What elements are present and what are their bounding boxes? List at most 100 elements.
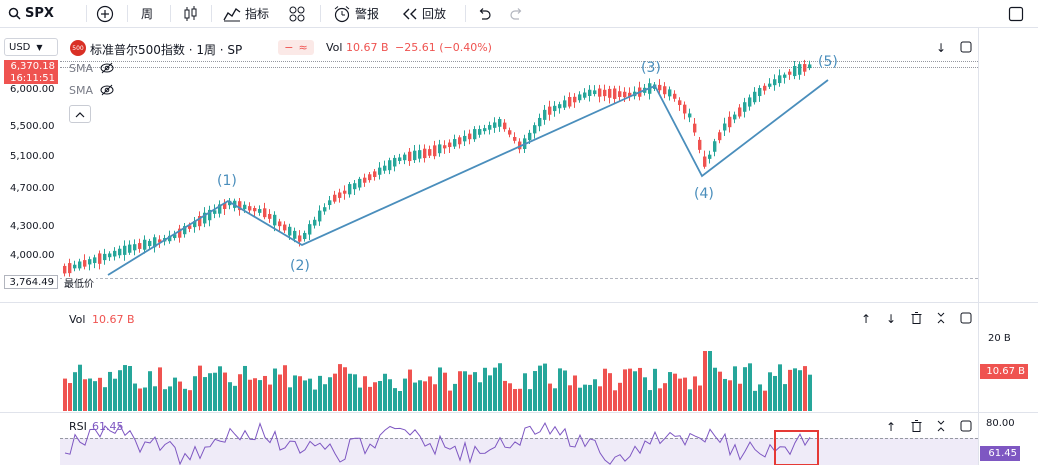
rsi-maximize-button[interactable]: [957, 418, 975, 436]
rsi-upper-line: [60, 438, 978, 439]
volume-bar: [698, 385, 702, 411]
volume-bar: [303, 380, 307, 411]
candle: [108, 253, 112, 258]
candle: [123, 245, 127, 255]
candle: [713, 141, 717, 152]
layouts-button[interactable]: [289, 0, 305, 27]
candle: [403, 154, 407, 161]
candle: [373, 171, 377, 178]
volume-bar: [263, 375, 267, 411]
candle: [328, 200, 332, 206]
price-tick: 4,000.00: [10, 250, 55, 261]
undo-button[interactable]: [477, 0, 491, 27]
volume-bar: [248, 379, 252, 411]
candle: [443, 145, 447, 149]
volume-bar: [783, 384, 787, 411]
replay-label: 回放: [422, 7, 447, 21]
candle: [248, 206, 252, 211]
sma-legend-2[interactable]: SMA: [69, 84, 93, 97]
volume-bar: [693, 376, 697, 411]
candle: [78, 261, 82, 269]
candle: [658, 84, 662, 91]
move-down-button[interactable]: ↓: [932, 39, 950, 57]
eye-off-icon[interactable]: [100, 84, 114, 99]
volume-delete-button[interactable]: [907, 310, 925, 328]
sma-legend-1[interactable]: SMA: [69, 62, 93, 75]
volume-bar: [758, 384, 762, 411]
chart-type-button[interactable]: [183, 0, 199, 27]
volume-bar: [798, 370, 802, 411]
volume-bar: [628, 368, 632, 411]
candle: [198, 216, 202, 227]
candle: [73, 264, 77, 269]
volume-bar: [738, 383, 742, 411]
volume-bar: [308, 378, 312, 411]
candle: [548, 106, 552, 115]
volume-current-tag: 10.67 B: [980, 364, 1028, 379]
rsi-delete-button[interactable]: [907, 418, 925, 436]
candle: [613, 88, 617, 99]
compare-button[interactable]: [96, 0, 114, 27]
fullscreen-button[interactable]: [1008, 0, 1024, 27]
volume-bar: [508, 383, 512, 411]
volume-bar: [458, 371, 462, 411]
volume-collapse-button[interactable]: [932, 310, 950, 328]
maximize-pane-button[interactable]: [957, 39, 975, 57]
volume-bar: [438, 367, 442, 411]
collapse-legend-button[interactable]: [69, 105, 91, 123]
eye-off-icon[interactable]: [100, 62, 114, 77]
replay-button[interactable]: 回放: [402, 0, 446, 27]
rsi-move-up-button[interactable]: ↑: [882, 418, 900, 436]
volume-move-up-button[interactable]: ↑: [857, 310, 875, 328]
legend-toggle[interactable]: − ≈: [278, 40, 314, 55]
volume-bar: [523, 373, 527, 411]
candle: [173, 234, 177, 239]
price-volume-divider[interactable]: [0, 302, 1038, 303]
volume-bar: [448, 390, 452, 411]
volume-bar: [148, 371, 152, 411]
redo-button[interactable]: [510, 0, 524, 27]
volume-bar: [358, 387, 362, 411]
candle: [148, 240, 152, 247]
candle: [608, 88, 612, 98]
volume-maximize-button[interactable]: [957, 310, 975, 328]
volume-bar: [423, 381, 427, 411]
candle: [728, 116, 732, 128]
chevron-down-icon: ▼: [36, 42, 43, 52]
elliott-wave-line: [107, 79, 829, 276]
candle: [748, 97, 752, 107]
volume-bar: [293, 375, 297, 411]
candle: [693, 123, 697, 133]
candle: [493, 122, 497, 128]
candles-icon: [183, 5, 199, 23]
volume-bar: [188, 390, 192, 411]
volume-bar: [578, 387, 582, 411]
volume-bar: [178, 381, 182, 411]
currency-selector[interactable]: USD ▼: [4, 38, 58, 56]
volume-bar: [143, 387, 147, 411]
volume-rsi-divider[interactable]: [0, 412, 1038, 413]
candle: [188, 225, 192, 229]
chevron-up-icon: [75, 107, 85, 121]
volume-bar: [83, 379, 87, 411]
indicators-button[interactable]: 指标: [223, 0, 269, 27]
price-tick: 6,000.00: [10, 84, 55, 95]
alerts-button[interactable]: 警报: [333, 0, 379, 27]
symbol-search[interactable]: SPX: [8, 0, 54, 27]
rsi-collapse-button[interactable]: [932, 418, 950, 436]
trash-icon: [911, 311, 922, 327]
grid-icon: [289, 6, 305, 22]
candle: [528, 132, 532, 141]
volume-bar: [338, 364, 342, 411]
chart-title[interactable]: 标准普尔500指数 · 1周 · SP: [90, 43, 243, 57]
volume-bar: [563, 370, 567, 411]
candle: [533, 125, 537, 134]
interval-button[interactable]: 周: [141, 0, 153, 27]
candle: [433, 145, 437, 157]
volume-move-down-button[interactable]: ↓: [882, 310, 900, 328]
rsi-title: RSI: [69, 420, 87, 433]
volume-bar: [453, 383, 457, 411]
volume-bar: [623, 369, 627, 411]
volume-bar: [663, 383, 667, 411]
